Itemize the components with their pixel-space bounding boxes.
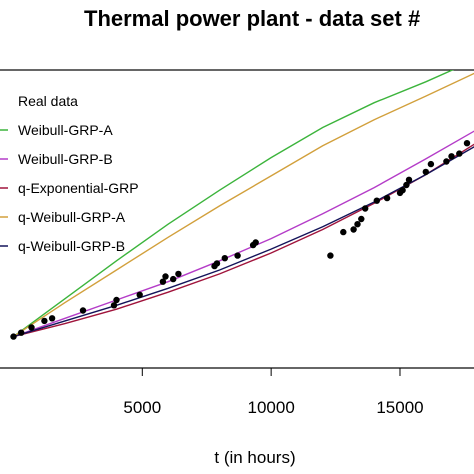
data-point [113,296,120,304]
data-point [456,150,463,157]
data-point [162,273,169,280]
data-point [448,153,455,160]
legend-label-q-exponential-grp: q-Exponential-GRP [18,180,139,196]
data-point [175,270,182,278]
data-point [399,187,406,194]
data-point [463,140,471,147]
chart-title: Thermal power plant - data set # [84,6,420,31]
series-lines [13,70,474,338]
data-point [110,302,118,309]
data-point [48,315,56,322]
legend-label-q-weibull-grp-a: q-Weibull-GRP-A [18,209,126,225]
x-tick-label: 10000 [248,398,295,417]
data-point [252,239,259,246]
data-point [136,291,143,298]
data-point [41,317,48,325]
series-line-weibull-grp-b [13,130,474,338]
legend-label-real-data: Real data [18,93,78,109]
data-point [79,307,87,314]
series-line-weibull-grp-a [13,70,455,338]
data-point [170,275,177,283]
data-point [427,160,435,168]
x-tick-label: 5000 [123,398,161,417]
legend-label-weibull-grp-a: Weibull-GRP-A [18,122,113,138]
series-line-q-weibull-grp-b [13,146,474,338]
plot-frame [0,69,474,369]
legend: Real data Weibull-GRP-A Weibull-GRP-B q-Exp… [0,93,139,254]
series-line-q-weibull-grp-a [13,72,474,338]
data-point [28,324,35,331]
data-point [159,278,167,285]
x-axis-label: t (in hours) [214,448,295,467]
real-data-points [10,140,471,340]
legend-label-q-weibull-grp-b: q-Weibull-GRP-B [18,238,125,254]
legend-label-weibull-grp-b: Weibull-GRP-B [18,151,113,167]
data-point [340,228,347,236]
data-point [358,215,365,223]
data-point [354,221,361,228]
data-point [10,333,17,340]
data-point [403,181,410,189]
x-axis-ticks: 5000 10000 15000 [123,368,424,417]
data-point [422,168,429,176]
data-point [221,255,228,262]
data-point [443,158,450,165]
data-point [18,329,25,336]
data-point [362,205,369,212]
data-point [405,176,413,183]
data-point [350,226,357,233]
x-tick-label: 15000 [376,398,423,417]
data-point [213,260,221,267]
data-point [234,252,241,259]
data-point [327,252,334,259]
data-point [383,194,391,202]
data-point [373,197,380,204]
